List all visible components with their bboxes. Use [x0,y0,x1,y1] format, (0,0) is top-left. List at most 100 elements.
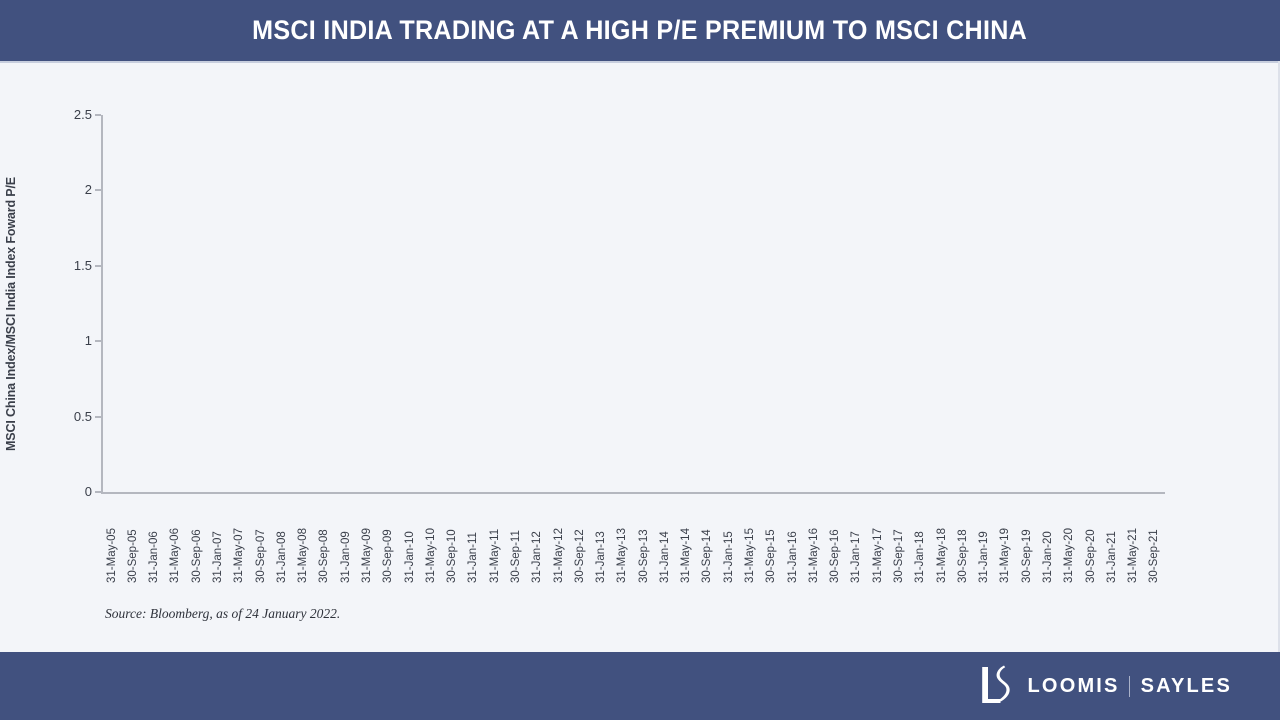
x-axis-tick-label-text: 30-Sep-12 [573,529,586,583]
y-axis-tick-mark [95,415,101,418]
x-axis-tick-label-text: 31-May-19 [999,528,1012,583]
y-axis-tick-label: 1.5 [73,257,92,273]
x-axis-tick-label-text: 31-May-05 [105,528,118,583]
y-axis-tick-mark [95,189,101,192]
x-axis-tick-label-text: 31-May-15 [744,528,757,583]
x-axis-tick-label: 31-May-19 [998,497,1012,587]
x-axis-tick-label-text: 30-Sep-19 [1020,529,1033,583]
x-axis-tick-label-text: 31-May-20 [1063,528,1076,583]
x-axis-tick-label-text: 30-Sep-20 [1084,529,1097,583]
y-axis-tick-label: 0 [84,484,92,499]
x-axis-tick-label-text: 31-May-12 [552,528,565,583]
x-axis-tick-label-text: 31-Jan-09 [339,531,352,583]
x-axis-tick-label: 31-Jan-13 [594,497,608,587]
page-title: MSCI INDIA TRADING AT A HIGH P/E PREMIUM… [252,15,1028,45]
x-axis-tick-label-text: 30-Sep-13 [637,529,650,583]
brand-wordmark: LOOMIS SAYLES [1028,675,1232,698]
y-axis-tick-mark [95,114,101,116]
y-axis-tick: 2.5 [39,108,101,122]
y-axis-tick-label: 0.5 [73,408,92,424]
x-axis-tick-label-text: 31-May-14 [680,528,693,583]
x-axis-tick-label: 31-Jan-11 [466,497,480,587]
x-axis-tick-label-text: 31-Jan-07 [212,531,225,583]
x-axis-tick-label: 31-May-09 [360,497,374,587]
x-axis-tick-label-text: 31-Jan-15 [722,531,735,583]
chart-container: MSCI China Index/MSCI India Index Foward… [0,63,1280,654]
x-axis-tick-label: 30-Sep-14 [700,497,714,587]
x-axis-tick-label: 30-Sep-11 [509,497,523,587]
loomis-sayles-logo: LOOMIS SAYLES [978,664,1232,708]
x-axis-tick-label-text: 31-Jan-19 [978,531,991,583]
x-axis-tick-label: 30-Sep-10 [445,497,459,587]
x-axis-tick-label-text: 31-May-10 [424,528,437,583]
brand-name-first: LOOMIS [1027,674,1120,697]
x-axis-tick-label: 31-May-08 [296,497,310,587]
x-axis-tick-label-text: 30-Sep-16 [829,529,842,583]
x-axis-tick-label-text: 31-May-09 [361,528,373,583]
x-axis-tick-label: 30-Sep-17 [892,497,906,587]
x-axis-tick-label: 31-May-12 [552,497,566,587]
x-axis-tick-label: 30-Sep-16 [828,497,842,587]
ls-monogram-icon [981,665,1010,703]
slide-footer: LOOMIS SAYLES [0,652,1280,720]
x-axis-tick-label: 31-Jan-21 [1105,497,1119,587]
x-axis-tick-label: 30-Sep-12 [573,497,587,587]
x-axis-tick-label-text: 31-May-16 [807,528,820,583]
panel-right-edge [1278,61,1280,652]
x-axis-tick-label-text: 31-Jan-21 [1105,531,1118,583]
source-note: Source: Bloomberg, as of 24 January 2022… [105,606,341,621]
x-axis-tick-label-text: 31-Jan-08 [275,531,288,583]
y-axis-tick: 2 [39,183,101,197]
x-axis-tick-label: 31-May-20 [1062,497,1076,587]
y-axis-title: MSCI China Index/MSCI India Index Foward… [4,177,18,451]
x-axis-tick-label-text: 30-Sep-21 [1148,529,1161,583]
x-axis-tick-label: 31-May-14 [679,497,693,587]
x-axis-tick-label: 31-May-17 [871,497,885,587]
x-axis-tick-label-text: 31-Jan-11 [467,532,480,583]
brand-name-second: SAYLES [1140,674,1232,697]
x-axis-tick-label: 31-Jan-16 [786,497,800,587]
x-axis-tick-label: 31-May-07 [232,497,246,587]
x-axis-tick-label: 30-Sep-07 [254,497,268,587]
x-axis-tick-label-text: 31-May-21 [1127,528,1140,583]
x-axis-tick-label-text: 31-Jan-10 [403,531,416,583]
x-axis-tick-label-text: 30-Sep-06 [190,529,203,583]
x-axis-tick-label-text: 30-Sep-07 [254,529,267,583]
y-axis-tick-mark [95,491,101,493]
x-axis-tick-label: 30-Sep-20 [1084,497,1098,587]
x-axis-tick-label: 31-Jan-07 [211,497,225,587]
x-axis-tick-label: 30-Sep-09 [381,497,395,587]
x-axis-tick-label: 31-Jan-08 [275,497,289,587]
x-axis-tick-label-text: 31-Jan-16 [786,531,799,583]
x-axis-tick-label: 31-May-18 [935,497,949,587]
y-axis-tick: 0.5 [39,408,101,424]
x-axis-tick-label: 31-Jan-12 [530,497,544,587]
y-axis-tick: 1 [39,334,101,348]
y-axis-tick-label: 2.5 [73,107,92,122]
y-axis-tick: 1.5 [39,257,101,273]
x-axis-tick-label: 31-Jan-18 [913,497,927,587]
x-axis-tick-label: 31-May-11 [488,497,502,587]
x-axis-tick-label-text: 30-Sep-15 [765,529,778,583]
content-panel: MSCI China Index/MSCI India Index Foward… [0,61,1280,654]
x-axis-tick-label-text: 31-May-18 [935,528,948,583]
x-axis-tick-label-text: 31-May-08 [297,528,310,583]
x-axis-tick-label: 30-Sep-19 [1020,497,1034,587]
x-axis-tick-label: 31-Jan-10 [403,497,417,587]
x-axis-tick-label: 31-Jan-09 [339,497,353,587]
y-axis-tick-mark [95,340,101,343]
x-axis-tick-label-text: 31-Jan-17 [850,531,863,583]
plot-frame: 0 0.5 1 1.5 2 2.5 [74,108,1165,499]
x-axis-tick-label-text: 31-Jan-18 [914,531,927,583]
x-axis-tick-label-text: 30-Sep-09 [382,529,395,583]
y-axis-line [101,115,103,493]
x-axis-tick-label-text: 31-Jan-13 [595,531,608,583]
y-axis-tick: 0 [39,485,101,499]
x-axis-tick-label: 31-May-21 [1126,497,1140,587]
x-axis-tick-label: 31-May-13 [615,497,629,587]
y-axis-tick-label: 1 [84,333,92,349]
x-axis-tick-label: 30-Sep-05 [126,497,140,587]
x-axis-tick-label: 31-Jan-20 [1041,497,1055,587]
x-axis-tick-label-text: 31-May-17 [871,528,884,583]
